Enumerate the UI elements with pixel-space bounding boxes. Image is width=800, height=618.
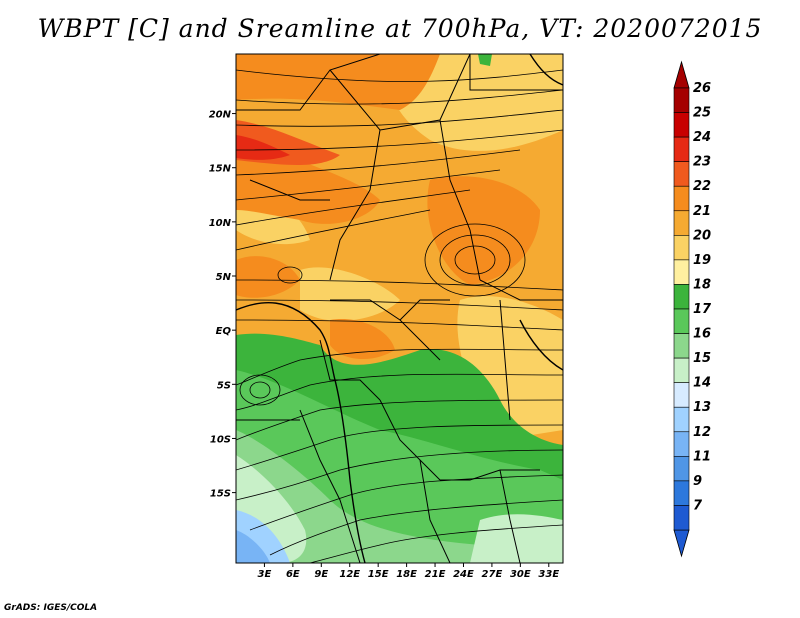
- colorbar-swatch: [673, 505, 690, 531]
- colorbar-label: 17: [693, 302, 712, 317]
- x-tick-label: 30E: [510, 569, 531, 580]
- colorbar-swatch: [673, 480, 690, 506]
- wbpt-shading: [236, 54, 563, 563]
- x-tick-label: 18E: [396, 569, 417, 580]
- colorbar-top-arrow: [673, 60, 690, 89]
- colorbar-swatch: [673, 406, 690, 433]
- y-tick-label: 15S: [210, 489, 231, 500]
- colorbar-label: 25: [693, 106, 711, 121]
- chart-title: WBPT [C] and Sreamline at 700hPa, VT: 20…: [37, 14, 763, 43]
- x-tick-label: 15E: [368, 569, 389, 580]
- x-tick-label: 33E: [538, 569, 559, 580]
- colorbar-label: 23: [693, 155, 711, 170]
- colorbar-swatch: [673, 308, 690, 334]
- y-tick-label: 20N: [209, 110, 232, 121]
- colorbar-swatch: [673, 87, 690, 113]
- y-tick-label: 5S: [217, 380, 231, 391]
- x-tick-label: 3E: [258, 569, 272, 580]
- colorbar-label: 21: [693, 204, 711, 219]
- colorbar-label: 11: [693, 449, 711, 464]
- colorbar-label: 24: [693, 130, 711, 145]
- map-frame: [235, 53, 564, 564]
- colorbar: 26 25 24 23 22 21 20 19 18 17 16 15 14 13 12 11 9 7: [673, 60, 712, 558]
- colorbar-swatch: [673, 456, 690, 482]
- colorbar-label: 26: [693, 81, 711, 96]
- wbpt-19-20-band: [391, 54, 563, 151]
- colorbar-bottom-arrow: [673, 529, 690, 558]
- colorbar-label: 9: [693, 474, 702, 489]
- colorbar-label: 14: [693, 376, 711, 391]
- wbpt-12-13-band: [236, 530, 270, 563]
- x-tick-label: 6E: [286, 569, 300, 580]
- wbpt-14-15-band: [470, 514, 563, 563]
- wbpt-18-patch: [478, 54, 492, 66]
- y-tick-label: 5N: [216, 272, 232, 283]
- colorbar-label: 22: [693, 179, 711, 194]
- colorbar-label: 15: [693, 351, 711, 366]
- x-axis: 3E 6E 9E 12E 15E 18E 21E 24E 27E 30E 33E: [258, 563, 559, 580]
- y-axis: 20N 15N 10N 5N EQ 5S 10S 15S: [209, 110, 236, 500]
- colorbar-swatch: [673, 235, 690, 261]
- colorbar-label: 13: [693, 400, 711, 415]
- colorbar-swatch: [673, 259, 690, 285]
- country-borders: [236, 54, 563, 563]
- x-tick-label: 12E: [339, 569, 360, 580]
- colorbar-label: 19: [693, 253, 711, 268]
- colorbar-swatch: [673, 185, 690, 212]
- wbpt-24-band: [236, 135, 290, 160]
- colorbar-swatch: [673, 357, 690, 383]
- wbpt-21-22-band: [236, 54, 440, 110]
- colorbar-label: 7: [693, 498, 703, 513]
- coastline: [236, 54, 563, 563]
- wbpt-21-22-band: [330, 319, 395, 360]
- colorbar-label: 20: [693, 228, 711, 243]
- wbpt-21-22-band: [236, 256, 300, 298]
- credit-label: GrADS: IGES/COLA: [4, 603, 98, 613]
- colorbar-swatch: [673, 382, 690, 408]
- y-tick-label: 10S: [210, 434, 231, 445]
- x-tick-label: 24E: [453, 569, 474, 580]
- x-tick-label: 21E: [425, 569, 446, 580]
- y-tick-label: EQ: [216, 326, 232, 337]
- wbpt-15-16-band: [236, 430, 563, 563]
- x-tick-label: 27E: [482, 569, 503, 580]
- y-tick-label: 10N: [209, 218, 232, 229]
- colorbar-swatch: [673, 161, 690, 187]
- colorbar-swatch: [673, 210, 690, 236]
- x-tick-label: 9E: [314, 569, 328, 580]
- colorbar-swatch: [673, 112, 690, 138]
- colorbar-label: 16: [693, 327, 711, 342]
- colorbar-swatch: [673, 431, 690, 457]
- streamlines: [236, 69, 563, 563]
- colorbar-swatch: [673, 333, 690, 359]
- colorbar-swatch: [673, 284, 690, 310]
- y-tick-label: 15N: [209, 164, 232, 175]
- colorbar-label: 12: [693, 425, 711, 440]
- colorbar-label: 18: [693, 277, 711, 292]
- colorbar-swatch: [673, 136, 690, 162]
